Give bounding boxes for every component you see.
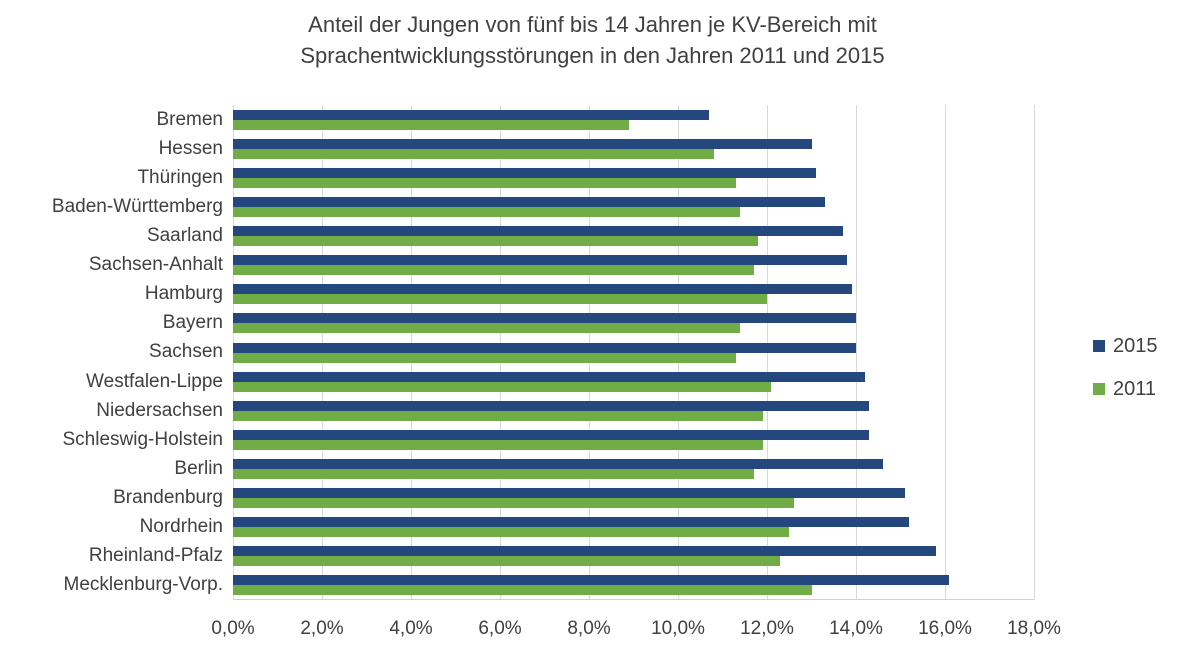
y-axis-category-labels: Bremen Hessen Thüringen Baden-Württemberg Sa… [0,105,223,600]
gridline [856,105,857,600]
bar-2015 [233,517,910,528]
chart-title-line2: Sprachentwicklungsstörungen in den Jahre… [300,43,885,68]
bar-2011 [233,119,630,130]
x-axis-tick-label: 14,0% [829,618,883,639]
bar-2011 [233,410,763,421]
x-axis-tick-labels: 0,0% 2,0% 4,0% 6,0% 8,0% 10,0% 12,0% 14,0% 16,0%… [211,618,1061,646]
legend-swatch-2011-icon [1093,383,1105,395]
category-label: Mecklenburg-Vorp. [63,574,223,596]
x-axis-tick-label: 2,0% [300,618,344,639]
category-label: Hessen [158,137,223,159]
x-axis-line [233,599,1034,600]
bar-2011 [233,323,741,334]
bar-2011 [233,206,741,217]
legend-label-2011: 2011 [1113,377,1157,400]
gridline [767,105,768,600]
legend: 2015 2011 [1093,334,1158,420]
x-axis-tick-label: 6,0% [478,618,522,639]
category-label: Rheinland-Pfalz [88,545,223,567]
x-axis-tick-label: 18,0% [1007,618,1061,639]
category-label: Bayern [162,312,223,334]
category-label: Sachsen-Anhalt [88,254,223,276]
bar-2015 [233,109,710,120]
x-axis-tick-label: 16,0% [918,618,972,639]
bar-2015 [233,342,856,353]
category-label: Berlin [174,457,223,479]
plot-area [233,105,1035,600]
bar-2011 [233,585,812,596]
category-label: Baden-Württemberg [51,195,223,217]
x-axis-tick-label: 0,0% [211,618,255,639]
gridline [1034,105,1035,600]
category-label: Bremen [156,108,223,130]
x-axis-tick-label: 10,0% [651,618,705,639]
bar-2011 [233,177,736,188]
bar-2015 [233,226,843,237]
bar-2011 [233,352,736,363]
legend-label-2015: 2015 [1113,334,1158,357]
bar-2015 [233,313,856,324]
category-label: Hamburg [144,283,223,305]
bar-2011 [233,498,794,509]
bar-2015 [233,371,865,382]
bar-2015 [233,167,816,178]
bar-2015 [233,546,937,557]
category-label: Niedersachsen [96,399,223,421]
legend-item-2015: 2015 [1093,334,1158,358]
bar-2015 [233,138,812,149]
chart-title-line1: Anteil der Jungen von fünf bis 14 Jahren… [308,12,877,37]
chart-title: Anteil der Jungen von fünf bis 14 Jahren… [0,9,1185,71]
category-label: Schleswig-Holstein [62,428,223,450]
bar-2015 [233,458,883,469]
bar-2015 [233,284,852,295]
category-label: Nordrhein [139,516,223,538]
bar-2011 [233,148,714,159]
category-label: Thüringen [137,166,223,188]
bar-2011 [233,236,759,247]
bar-2015 [233,575,950,586]
category-label: Brandenburg [113,487,223,509]
bar-2011 [233,439,763,450]
bar-2011 [233,468,754,479]
bar-2015 [233,400,870,411]
category-label: Westfalen-Lippe [86,370,223,392]
x-axis-tick-label: 8,0% [567,618,611,639]
bar-2015 [233,488,905,499]
bar-2011 [233,265,754,276]
category-label: Saarland [146,225,223,247]
bar-2011 [233,381,772,392]
category-label: Sachsen [149,341,223,363]
gridline [945,105,946,600]
bar-2015 [233,255,848,266]
bar-2011 [233,294,767,305]
bar-2011 [233,527,790,538]
bar-2015 [233,429,870,440]
x-axis-tick-label: 12,0% [740,618,794,639]
legend-item-2011: 2011 [1093,377,1158,401]
x-axis-tick-label: 4,0% [389,618,433,639]
legend-swatch-2015-icon [1093,340,1105,352]
bar-2015 [233,196,825,207]
bar-2011 [233,556,781,567]
